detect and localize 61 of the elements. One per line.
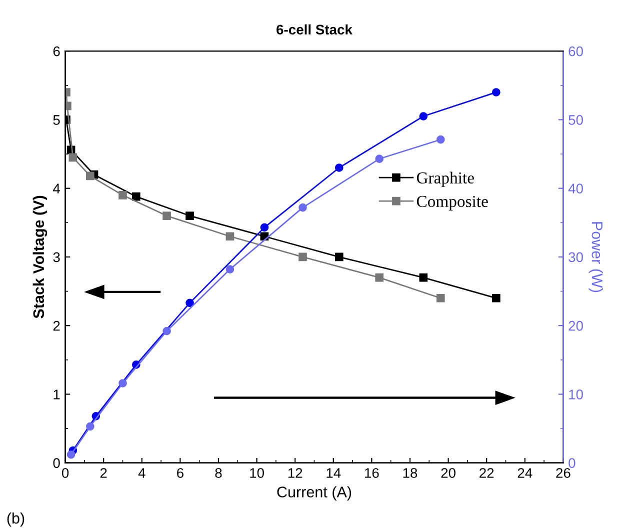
- y2-axis-title: Power (W): [588, 222, 603, 292]
- x-tick-label: 12: [288, 468, 302, 478]
- y-tick-label: 2: [53, 320, 60, 331]
- y-tick-label: 5: [53, 115, 60, 125]
- y2-tick-label: 0: [568, 458, 576, 468]
- y-tick-label: 0: [53, 458, 60, 468]
- x-tick-label: 26: [556, 468, 570, 478]
- point: [492, 88, 500, 96]
- point: [118, 379, 127, 388]
- point: [132, 192, 140, 201]
- point: [298, 203, 307, 212]
- y-tick-label: 3: [53, 252, 60, 262]
- point: [419, 112, 428, 120]
- point: [436, 294, 445, 302]
- x-tick-label: 2: [100, 468, 107, 478]
- x-tick-label: 10: [250, 468, 264, 478]
- x-tick-label: 24: [518, 468, 532, 478]
- point: [298, 252, 307, 262]
- point: [162, 212, 171, 220]
- x-tick-label: 16: [365, 468, 379, 478]
- x-axis-title: Current (A): [277, 486, 352, 500]
- chart-title: 6-cell Stack: [276, 24, 352, 35]
- y-axis-title: Stack Voltage (V): [32, 196, 48, 318]
- point: [66, 450, 76, 459]
- x-tick-label: 6: [177, 468, 184, 478]
- x-tick-label: 0: [62, 468, 69, 478]
- point: [226, 232, 234, 241]
- point: [375, 273, 384, 282]
- x-tick-label: 18: [403, 468, 418, 478]
- point: [68, 153, 78, 162]
- y-tick-label: 1: [54, 390, 60, 400]
- legend-label: Composite: [416, 196, 488, 210]
- point: [86, 172, 94, 180]
- legend-label: Graphite: [416, 172, 474, 187]
- text: (b): [7, 512, 24, 527]
- point: [86, 422, 94, 431]
- y2-tick-label: 20: [568, 320, 583, 331]
- point: [162, 326, 171, 336]
- point: [334, 252, 344, 262]
- x-tick-label: 22: [480, 468, 494, 478]
- x-tick-label: 4: [138, 468, 146, 478]
- point: [419, 273, 428, 282]
- point: [186, 298, 194, 308]
- point: [260, 223, 269, 232]
- point: [186, 212, 194, 220]
- y2-tick-label: 50: [568, 115, 583, 125]
- point: [375, 154, 384, 163]
- point: [492, 294, 500, 302]
- x-tick-label: 14: [326, 468, 341, 478]
- point: [436, 135, 445, 144]
- point: [226, 265, 234, 274]
- point: [118, 191, 127, 200]
- y-tick-label: 6: [53, 46, 60, 56]
- y2-tick-label: 40: [568, 184, 583, 194]
- y2-tick-label: 60: [568, 46, 583, 56]
- x-tick-label: 20: [441, 468, 456, 478]
- y2-tick-label: 10: [569, 390, 583, 400]
- y2-tick-label: 30: [568, 252, 583, 262]
- point: [334, 164, 344, 172]
- x-tick-label: 8: [215, 468, 222, 478]
- y-tick-label: 4: [53, 184, 60, 194]
